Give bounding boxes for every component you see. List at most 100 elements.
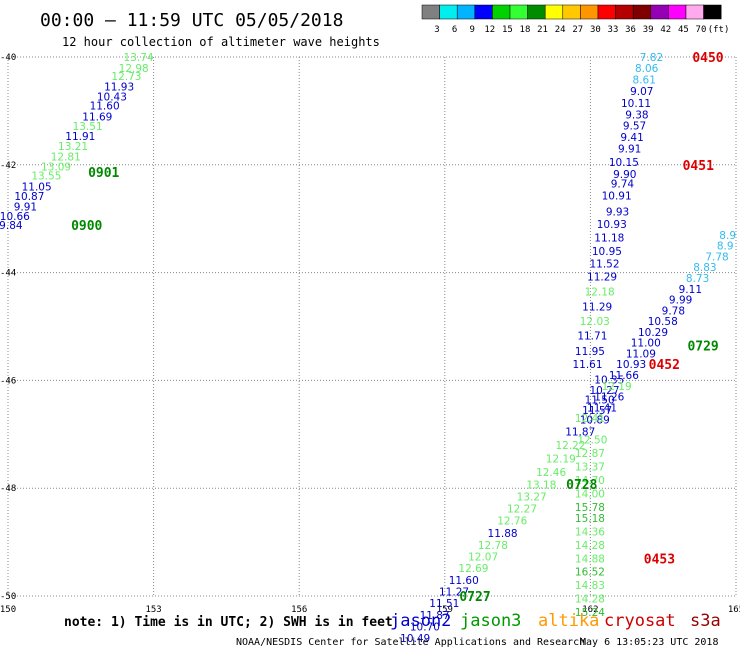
wave-height-point: 11.09 (626, 348, 656, 360)
wave-height-point: 10.15 (609, 157, 639, 169)
wave-height-point: 7.82 (640, 52, 663, 64)
wave-height-point: 9.57 (623, 120, 646, 132)
colorbar-swatch (685, 4, 704, 20)
wave-height-point: 9.84 (0, 220, 23, 232)
colorbar-label: 15 (502, 25, 513, 35)
wave-height-point: 12.22 (555, 440, 585, 452)
wave-height-point: 9.90 (613, 169, 636, 181)
pass-time-label: 0451 (683, 159, 714, 174)
wave-height-point: 12.46 (536, 467, 566, 479)
wave-height-point: 12.73 (111, 71, 141, 83)
colorbar-label: 39 (643, 25, 654, 35)
y-tick-label: -42 (0, 161, 16, 171)
wave-height-point: 10.93 (616, 359, 646, 371)
wave-height-point: 14.83 (575, 580, 605, 592)
wave-height-point: 12.50 (577, 435, 607, 447)
wave-height-point: 12.87 (575, 448, 605, 460)
wave-height-point: 9.41 (620, 132, 643, 144)
wave-height-point: 11.91 (65, 131, 95, 143)
wave-height-point: 10.87 (14, 191, 44, 203)
wave-height-point: 10.29 (638, 327, 668, 339)
colorbar-label: 33 (608, 25, 619, 35)
wave-height-point: 11.60 (449, 575, 479, 587)
chart-title: 00:00 – 11:59 UTC 05/05/2018 (40, 10, 343, 31)
wave-height-point: 11.52 (589, 258, 619, 270)
pass-time-label: 0452 (649, 358, 680, 373)
wave-height-point: 11.51 (429, 598, 459, 610)
wave-height-point: 10.11 (621, 98, 651, 110)
wave-height-point: 12.41 (575, 413, 605, 425)
pass-time-label: 0450 (692, 51, 723, 66)
wave-height-point: 8.83 (693, 262, 716, 274)
colorbar-swatch (492, 4, 511, 20)
wave-height-point: 8.9 (717, 241, 734, 253)
wave-height-point: 11.29 (587, 271, 617, 283)
colorbar-swatch (421, 4, 440, 20)
wave-height-point: 13.55 (31, 171, 61, 183)
wave-height-point: 10.27 (589, 385, 619, 397)
colorbar-label: 42 (660, 25, 671, 35)
wave-height-point: 12.81 (51, 152, 81, 164)
wave-height-point: 11.00 (631, 338, 661, 350)
wave-height-point: 13.37 (575, 462, 605, 474)
satellite-legend-entry: cryosat (604, 611, 676, 631)
wave-height-point: 12.19 (546, 454, 576, 466)
wave-height-point: 9.91 (14, 201, 37, 213)
wave-height-point: 13.18 (526, 479, 556, 491)
colorbar-swatch (650, 4, 669, 20)
pass-time-labels: 0901 0900 0450 0451 0729 0452 0728 0727 0453 (71, 51, 724, 605)
y-tick-label: -50 (0, 592, 16, 602)
colorbar-swatch (668, 4, 687, 20)
wave-height-point: 7.78 (705, 251, 728, 263)
colorbar-label: 6 (452, 25, 457, 35)
wave-height-point: 10.58 (648, 316, 678, 328)
wave-height-point: 14.00 (575, 489, 605, 501)
wave-height-point: 10.43 (97, 91, 127, 103)
wave-height-point: 8.06 (635, 63, 659, 75)
wave-height-point: 10.70 (410, 622, 440, 634)
axis-ticks: 150 153 156 159 162 165 -40 -42 -44 -46 -48 -50 (0, 53, 740, 615)
wave-height-point: 10.95 (592, 246, 622, 258)
satellite-legend-entry: jason2 (390, 611, 451, 631)
wave-height-point: 9.91 (618, 144, 641, 156)
satellite-legend-entry: altika (538, 611, 599, 631)
colorbar-swatch (703, 4, 722, 20)
wave-height-point: 9.93 (606, 207, 629, 219)
colorbar-label: 30 (590, 25, 601, 35)
wave-height-point: 10.91 (602, 191, 632, 203)
wave-height-point: 11.66 (609, 370, 639, 382)
wave-height-point: 15.24 (575, 607, 605, 619)
pass-time-label: 0729 (687, 339, 718, 354)
colorbar-label: 36 (625, 25, 636, 35)
x-tick-label: 165 (728, 605, 740, 615)
wave-height-point: 12.76 (497, 516, 527, 528)
colorbar-swatch (580, 4, 599, 20)
wave-height-point: 13.27 (517, 491, 547, 503)
colorbar-swatch (597, 4, 616, 20)
colorbar-label: (ft) (708, 25, 730, 35)
wave-height-point: 12.19 (602, 381, 632, 393)
wave-height-point: 14.36 (575, 526, 605, 538)
wave-height-point: 11.87 (565, 427, 595, 439)
colorbar-swatch (544, 4, 564, 20)
wave-height-point: 9.38 (625, 110, 648, 122)
wave-height-point: 10.66 (0, 211, 30, 223)
y-tick-label: -40 (0, 53, 16, 63)
wave-height-point: 12.07 (468, 552, 498, 564)
pass-time-label: 0901 (88, 166, 119, 181)
colorbar-swatch (632, 4, 652, 20)
wave-height-point: 11.57 (582, 405, 612, 417)
satellite-legend: jason2 jason3 altika cryosat s3a (390, 611, 721, 631)
wave-height-point: 14.28 (575, 540, 605, 552)
colorbar-label: 70 (696, 25, 707, 35)
wave-height-point: 13.09 (41, 161, 71, 173)
colorbar-swatch (527, 4, 546, 20)
wave-height-point: 12.69 (458, 563, 488, 575)
wave-height-point: 15.18 (575, 513, 605, 525)
grid-lines (7, 56, 737, 597)
x-tick-label: 150 (0, 605, 16, 615)
wave-height-point: 12.78 (478, 540, 508, 552)
wave-height-point: 14.88 (575, 553, 605, 565)
wave-height-point: 12.98 (119, 63, 149, 75)
